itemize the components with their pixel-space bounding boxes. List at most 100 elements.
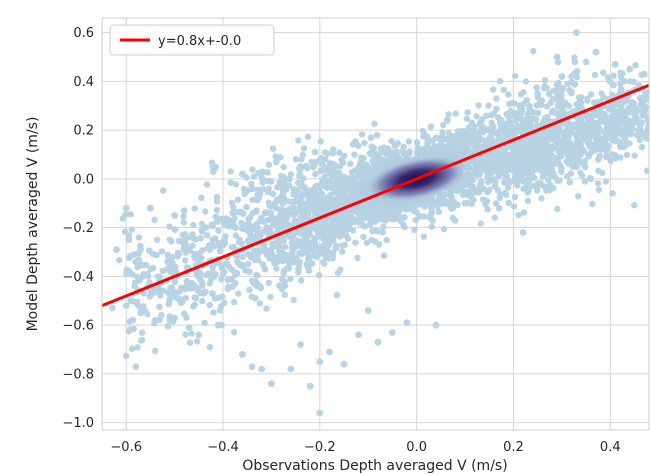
scatter-point bbox=[355, 142, 362, 149]
scatter-point bbox=[538, 97, 546, 104]
scatter-point bbox=[159, 267, 167, 274]
scatter-point bbox=[595, 167, 602, 175]
scatter-point bbox=[512, 155, 519, 162]
outlier-point bbox=[374, 338, 382, 346]
scatter-point bbox=[558, 92, 565, 99]
scatter-point bbox=[292, 192, 299, 199]
scatter-point bbox=[186, 339, 194, 346]
scatter-point bbox=[556, 144, 563, 151]
scatter-point bbox=[211, 295, 219, 302]
scatter-point bbox=[232, 232, 239, 239]
scatter-point bbox=[265, 161, 273, 168]
scatter-point bbox=[352, 239, 359, 246]
scatter-point bbox=[216, 259, 223, 267]
scatter-point bbox=[331, 231, 338, 238]
scatter-point bbox=[572, 150, 579, 158]
scatter-point bbox=[215, 227, 222, 234]
scatter-point bbox=[305, 197, 312, 205]
scatter-point bbox=[639, 107, 647, 115]
scatter-point bbox=[228, 244, 236, 251]
scatter-point bbox=[626, 140, 633, 147]
scatter-point bbox=[256, 282, 264, 290]
scatter-point bbox=[164, 323, 172, 330]
scatter-point bbox=[279, 185, 286, 192]
scatter-point bbox=[544, 113, 551, 121]
outlier-point bbox=[195, 255, 203, 263]
scatter-point bbox=[538, 195, 545, 202]
scatter-point bbox=[281, 282, 289, 290]
scatter-point bbox=[194, 285, 202, 292]
scatter-point bbox=[295, 264, 303, 272]
scatter-point bbox=[561, 99, 569, 106]
scatter-point bbox=[201, 319, 208, 326]
scatter-point bbox=[601, 111, 608, 118]
scatter-point bbox=[129, 345, 136, 352]
scatter-point bbox=[555, 58, 562, 66]
scatter-points bbox=[113, 29, 648, 417]
scatter-point bbox=[295, 137, 302, 144]
scatter-point bbox=[109, 304, 116, 311]
scatter-point bbox=[530, 147, 537, 154]
scatter-point bbox=[158, 311, 165, 319]
scatter-point bbox=[191, 205, 198, 212]
scatter-point bbox=[481, 196, 488, 204]
scatter-point bbox=[553, 155, 560, 162]
scatter-point bbox=[349, 227, 357, 234]
scatter-point bbox=[266, 202, 273, 209]
scatter-point bbox=[494, 130, 501, 137]
scatter-point bbox=[358, 131, 366, 138]
outlier-point bbox=[355, 331, 362, 339]
scatter-point bbox=[564, 80, 571, 88]
scatter-point bbox=[587, 91, 595, 98]
scatter-point bbox=[564, 144, 572, 152]
scatter-point bbox=[584, 95, 591, 102]
scatter-point bbox=[125, 328, 133, 335]
scatter-point bbox=[560, 108, 567, 116]
scatter-point bbox=[171, 226, 179, 233]
outlier-point bbox=[272, 158, 280, 166]
scatter-point bbox=[323, 236, 331, 243]
scatter-point bbox=[287, 275, 294, 283]
scatter-point bbox=[311, 159, 318, 166]
scatter-point bbox=[321, 260, 328, 267]
scatter-point bbox=[301, 246, 308, 253]
scatter-point bbox=[490, 123, 497, 130]
scatter-point bbox=[274, 196, 281, 203]
scatter-point bbox=[221, 237, 228, 244]
scatter-point bbox=[317, 138, 324, 145]
outlier-point bbox=[113, 246, 120, 254]
outlier-point bbox=[306, 382, 314, 390]
outlier-point bbox=[403, 319, 411, 327]
scatter-point bbox=[296, 172, 303, 179]
scatter-point bbox=[218, 275, 225, 283]
scatter-point bbox=[255, 169, 262, 177]
outlier-point bbox=[185, 324, 193, 331]
scatter-point bbox=[577, 169, 584, 177]
scatter-point bbox=[561, 131, 568, 138]
scatter-point bbox=[134, 344, 141, 351]
legend-label: y=0.8x+-0.0 bbox=[158, 34, 241, 49]
scatter-point bbox=[206, 343, 214, 351]
scatter-point bbox=[351, 151, 358, 158]
scatter-point bbox=[317, 167, 324, 175]
scatter-point bbox=[493, 105, 500, 113]
scatter-point bbox=[510, 203, 518, 210]
scatter-point bbox=[636, 120, 643, 127]
scatter-point bbox=[530, 48, 537, 55]
scatter-point bbox=[400, 221, 407, 228]
scatter-point bbox=[218, 303, 225, 310]
scatter-point bbox=[607, 157, 614, 164]
scatter-point bbox=[502, 191, 510, 198]
scatter-point bbox=[281, 176, 288, 184]
scatter-point bbox=[298, 213, 306, 220]
scatter-point bbox=[282, 212, 289, 219]
scatter-point bbox=[578, 103, 585, 111]
scatter-point bbox=[318, 182, 326, 189]
scatter-point bbox=[210, 309, 217, 316]
scatter-point bbox=[280, 163, 287, 171]
scatter-point bbox=[254, 197, 261, 204]
outlier-point bbox=[171, 314, 179, 322]
scatter-point bbox=[505, 91, 512, 98]
scatter-point bbox=[338, 156, 345, 163]
scatter-point bbox=[271, 200, 278, 208]
